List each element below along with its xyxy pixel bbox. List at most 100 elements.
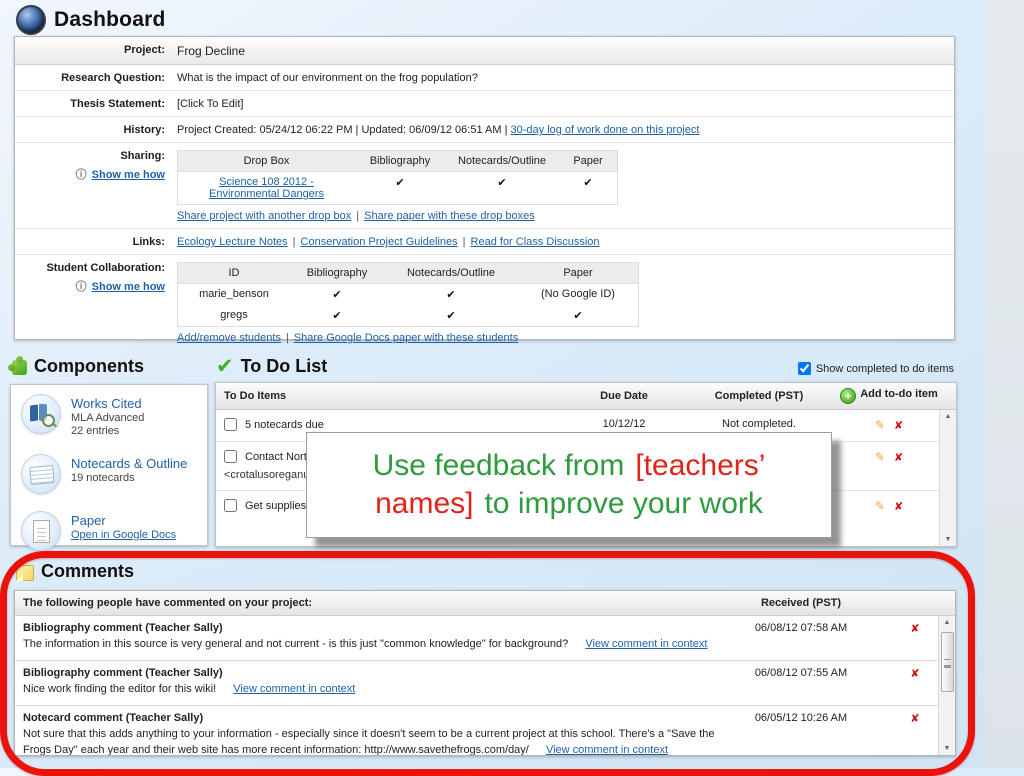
delete-comment-x-icon[interactable]: ✘ <box>910 712 920 725</box>
collab-show-me-how-link[interactable]: Show me how <box>91 281 165 293</box>
dashboard-globe-icon <box>16 5 46 35</box>
todo-item-text-line2: <crotalusoreganus1( <box>224 469 325 481</box>
history-value: Project Created: 05/24/12 06:22 PM | Upd… <box>177 124 508 136</box>
edit-pencil-icon[interactable]: ✎ <box>874 418 885 432</box>
scroll-down-icon[interactable]: ▼ <box>944 536 952 543</box>
research-question-label: Research Question: <box>61 72 165 84</box>
scroll-up-icon[interactable]: ▲ <box>944 413 952 420</box>
scrollbar-thumb[interactable] <box>941 632 954 692</box>
sharing-show-me-how-link[interactable]: Show me how <box>91 169 165 181</box>
check-icon: ✔ <box>446 310 456 322</box>
edit-pencil-icon[interactable]: ✎ <box>874 450 885 464</box>
view-comment-link[interactable]: View comment in context <box>545 743 669 756</box>
sharing-col-paper: Paper <box>573 155 603 167</box>
view-comment-link[interactable]: View comment in context <box>585 638 708 650</box>
sharing-table: Drop Box Bibliography Notecards/Outline … <box>177 150 618 205</box>
todo-item-checkbox[interactable] <box>224 418 237 431</box>
add-remove-students-link[interactable]: Add/remove students <box>177 332 281 344</box>
conservation-guidelines-link[interactable]: Conservation Project Guidelines <box>300 236 458 248</box>
sticky-note-icon <box>16 564 34 581</box>
notecards-outline-link[interactable]: Notecards & Outline <box>71 456 188 471</box>
comment-title: Bibliography comment (Teacher Sally) <box>23 666 223 679</box>
links-label: Links: <box>132 236 165 248</box>
page-title: Dashboard <box>54 8 166 31</box>
comment-title: Notecard comment (Teacher Sally) <box>23 711 204 724</box>
add-todo-button[interactable]: + Add to-do item <box>839 388 939 404</box>
comment-body: Not sure that this adds anything to your… <box>23 727 715 756</box>
notecards-count: 19 notecards <box>71 472 135 484</box>
comment-row: Bibliography comment (Teacher Sally) The… <box>15 616 955 661</box>
comment-received: 06/08/12 07:58 AM <box>754 622 848 634</box>
sharing-label: Sharing: <box>120 150 165 162</box>
todo-col-completed: Completed (PST) <box>714 390 804 402</box>
show-completed-checkbox[interactable] <box>797 362 811 375</box>
component-paper[interactable]: Paper Open in Google Docs <box>11 502 207 559</box>
components-header: Components <box>8 356 144 377</box>
todo-header: ✔ To Do List <box>216 356 327 377</box>
share-project-dropbox-link[interactable]: Share project with another drop box <box>177 210 352 222</box>
read-for-class-link[interactable]: Read for Class Discussion <box>470 236 600 248</box>
share-gdocs-paper-link[interactable]: Share Google Docs paper with these stude… <box>293 332 519 344</box>
comments-col-received: Received (PST) <box>760 597 842 609</box>
thesis-click-to-edit[interactable]: [Click To Edit] <box>177 98 244 110</box>
delete-x-icon[interactable]: ✘ <box>893 420 904 432</box>
delete-x-icon[interactable]: ✘ <box>893 501 904 513</box>
delete-comment-x-icon[interactable]: ✘ <box>910 667 920 680</box>
info-icon: ⓘ <box>75 169 87 181</box>
components-title: Components <box>34 356 144 376</box>
works-cited-link[interactable]: Works Cited <box>71 396 142 411</box>
delete-x-icon[interactable]: ✘ <box>893 452 904 464</box>
sharing-row: Sharing: ⓘ Show me how Drop Box Bibliogr… <box>15 143 954 229</box>
research-question-value: What is the impact of our environment on… <box>177 72 478 84</box>
sharing-col-dropbox: Drop Box <box>243 155 290 167</box>
todo-table-header: To Do Items Due Date Completed (PST) + Ad… <box>216 383 956 410</box>
check-icon: ✔ <box>583 177 593 189</box>
scroll-up-icon[interactable]: ▲ <box>943 619 951 626</box>
component-works-cited[interactable]: Works Cited MLA Advanced 22 entries <box>11 385 207 445</box>
todo-item-checkbox[interactable] <box>224 450 237 463</box>
todo-scrollbar[interactable]: ▲ ▼ <box>939 410 956 546</box>
collab-col-id: ID <box>228 267 240 279</box>
comment-received: 06/08/12 07:55 AM <box>754 666 848 679</box>
puzzle-icon <box>8 356 27 375</box>
callout-text-green: Use feedback from <box>372 449 625 482</box>
add-todo-label: Add to-do item <box>860 388 938 400</box>
dropbox-class-link[interactable]: Science 108 2012 - Environmental Dangers <box>209 176 324 200</box>
components-panel: Works Cited MLA Advanced 22 entries Note… <box>10 384 208 551</box>
student-collaboration-row: Student Collaboration: ⓘ Show me how ID … <box>15 255 954 350</box>
project-label: Project: <box>124 44 165 56</box>
comments-title: Comments <box>41 561 135 581</box>
share-paper-dropboxes-link[interactable]: Share paper with these drop boxes <box>364 210 535 222</box>
check-icon: ✔ <box>573 310 583 322</box>
delete-comment-x-icon[interactable]: ✘ <box>910 623 920 635</box>
collaboration-table: ID Bibliography Notecards/Outline Paper … <box>177 262 639 327</box>
history-row: History: Project Created: 05/24/12 06:22… <box>15 117 954 143</box>
open-google-docs-link[interactable]: Open in Google Docs <box>71 529 177 541</box>
show-completed-toggle[interactable]: Show completed to do items <box>797 362 954 375</box>
project-row: Project: Frog Decline <box>15 37 954 65</box>
comment-received: 06/05/12 10:26 AM <box>754 711 848 724</box>
project-summary-panel: Project: Frog Decline Research Question:… <box>14 36 955 344</box>
ecology-lecture-notes-link[interactable]: Ecology Lecture Notes <box>177 236 288 248</box>
scroll-down-icon[interactable]: ▼ <box>943 745 951 752</box>
comments-header: Comments <box>16 561 134 582</box>
info-icon: ⓘ <box>75 281 87 293</box>
paper-link[interactable]: Paper <box>71 513 106 528</box>
notecards-icon <box>21 454 61 494</box>
separator: | <box>356 210 360 222</box>
component-notecards[interactable]: Notecards & Outline 19 notecards <box>11 445 207 502</box>
separator: | <box>285 332 289 344</box>
view-comment-link[interactable]: View comment in context <box>233 682 356 695</box>
links-row: Links: Ecology Lecture Notes | Conservatio… <box>15 229 954 255</box>
separator: | <box>292 236 296 248</box>
works-cited-count: 22 entries <box>71 425 120 437</box>
paper-doc-icon <box>21 511 61 551</box>
comments-scrollbar[interactable]: ▲ ▼ <box>938 616 955 755</box>
comment-row: Notecard comment (Teacher Sally) Not sur… <box>15 706 955 756</box>
history-log-link[interactable]: 30-day log of work done on this project <box>510 124 700 136</box>
comment-title: Bibliography comment (Teacher Sally) <box>23 622 223 634</box>
edit-pencil-icon[interactable]: ✎ <box>874 499 885 513</box>
todo-item-checkbox[interactable] <box>224 499 237 512</box>
comments-body: Bibliography comment (Teacher Sally) The… <box>15 616 955 755</box>
callout-text-red: names] <box>375 487 474 520</box>
